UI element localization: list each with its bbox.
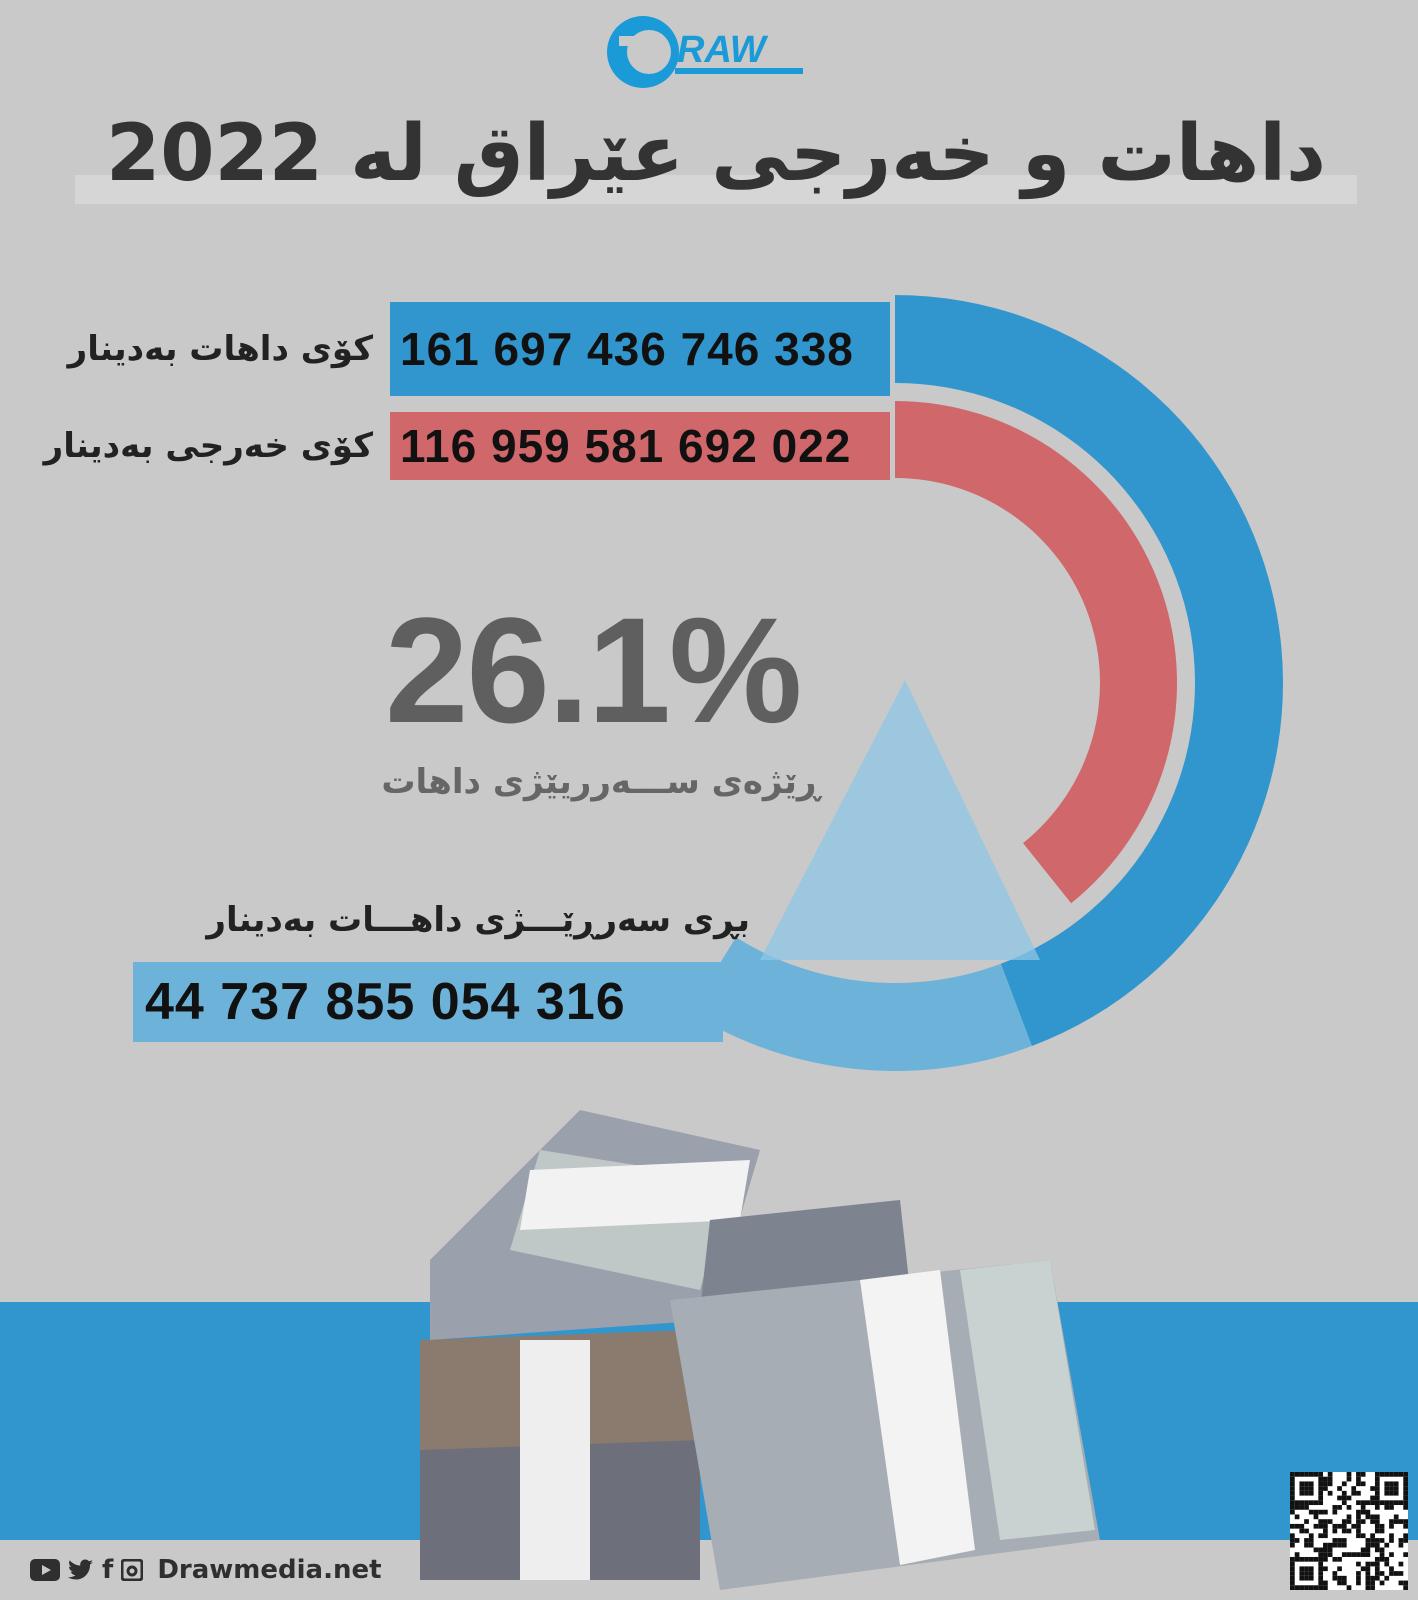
expenditure-label: کۆی خەرجی بەدینار (43, 426, 373, 466)
footer: f Drawmedia.net (30, 1555, 382, 1585)
qr-code[interactable] (1290, 1472, 1408, 1590)
surplus-percent: 26.1% (385, 586, 802, 754)
website-link[interactable]: Drawmedia.net (157, 1555, 382, 1585)
twitter-icon[interactable] (68, 1559, 94, 1581)
surplus-arc (689, 937, 1032, 1071)
page-title: داهات و خەرجی عێراق لە 2022 (75, 108, 1357, 204)
money-stack-image (420, 1110, 1100, 1590)
youtube-icon[interactable] (30, 1559, 60, 1581)
expenditure-value: 116 959 581 692 022 (390, 412, 890, 480)
surplus-label: بڕی سەرڕێـــژی داهـــات بەدینار (206, 900, 750, 940)
revenue-value: 161 697 436 746 338 (390, 302, 890, 396)
expenditure-arc (895, 401, 1177, 904)
svg-text:RAW: RAW (677, 29, 769, 71)
surplus-wedge (760, 680, 1040, 960)
revenue-label: کۆی داهات بەدینار (67, 329, 373, 369)
facebook-icon[interactable]: f (102, 1555, 114, 1585)
surplus-percent-label: ڕێژەی ســـەرریێژی داهات (381, 762, 820, 802)
revenue-arc (895, 295, 1283, 1047)
surplus-value: 44 737 855 054 316 (133, 962, 723, 1042)
draw-logo: RAW (607, 16, 803, 88)
instagram-icon[interactable] (121, 1559, 144, 1581)
